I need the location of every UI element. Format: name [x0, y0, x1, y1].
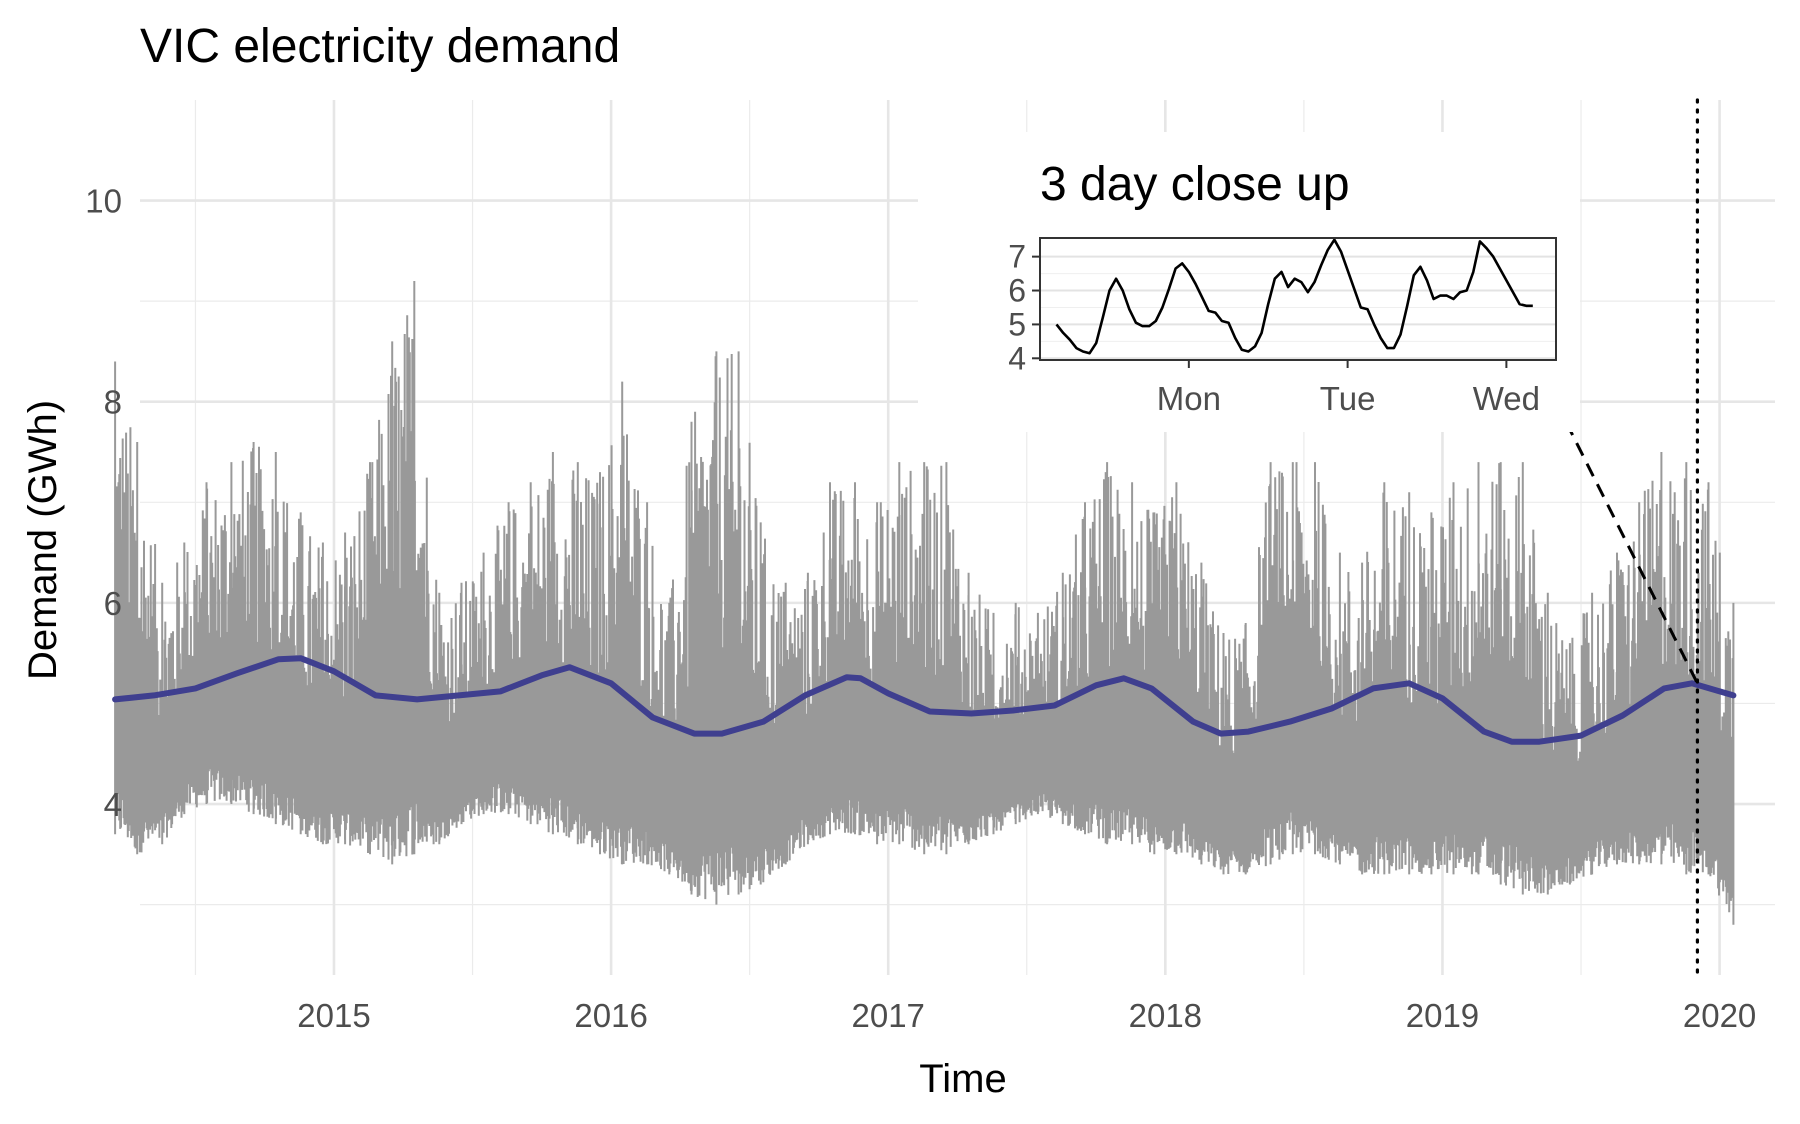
x-axis-title: Time [919, 1057, 1006, 1101]
inset-y-tick-label: 5 [1008, 306, 1026, 342]
inset-panel-border [1039, 237, 1557, 361]
y-axis-title: Demand (GWh) [21, 400, 65, 680]
inset-y-tick-label: 6 [1008, 273, 1026, 309]
x-tick-label: 2016 [574, 997, 647, 1034]
x-tick-label: 2017 [852, 997, 925, 1034]
inset-title: 3 day close up [1040, 158, 1350, 211]
inset-y-tick-label: 4 [1008, 340, 1026, 376]
demand-band [114, 281, 1735, 925]
x-tick-label: 2015 [297, 997, 370, 1034]
inset-data-layer [1055, 238, 1533, 355]
inset-gridlines [1040, 255, 1556, 360]
axis-labels: 2015 2016 2017 2018 2019 2020 4 6 8 10 [85, 183, 1756, 1034]
inset-y-tick-label: 7 [1008, 239, 1026, 275]
inset-x-tick-label: Tue [1320, 380, 1376, 417]
data-layer [112, 281, 1737, 925]
y-tick-label: 4 [104, 786, 122, 823]
y-tick-label: 10 [85, 183, 122, 220]
y-tick-label: 8 [104, 384, 122, 421]
inset-x-tick-label: Mon [1157, 380, 1221, 417]
x-tick-label: 2020 [1683, 997, 1756, 1034]
zoom-connector-line [1554, 401, 1699, 685]
annotation-layer [1554, 98, 1700, 977]
x-tick-label: 2018 [1129, 997, 1202, 1034]
inset-demand-line [1055, 238, 1533, 355]
y-tick-label: 6 [104, 585, 122, 622]
x-tick-label: 2019 [1406, 997, 1479, 1034]
trend-line [112, 655, 1737, 745]
inset-x-tick-label: Wed [1473, 380, 1540, 417]
chart-title: VIC electricity demand [140, 20, 620, 73]
